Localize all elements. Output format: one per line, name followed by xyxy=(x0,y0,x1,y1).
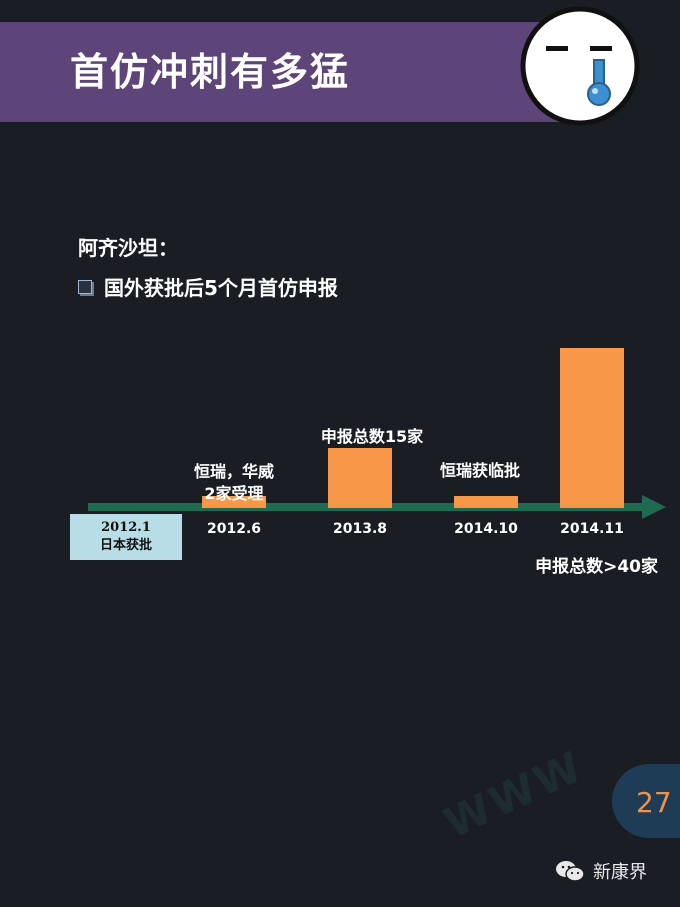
annotation-2013.8: 申报总数15家 xyxy=(321,427,424,446)
start-label: 日本获批 xyxy=(99,538,152,553)
bullet-point: 国外获批后5个月首仿申报 xyxy=(78,272,338,301)
footer-brand: 新康界 xyxy=(555,858,647,884)
annotation-2012.6: 2家受理 xyxy=(204,484,263,503)
annotation-2014.10: 恒瑞获临批 xyxy=(440,461,520,480)
total-note: 申报总数>40家 xyxy=(535,557,658,577)
bullet-text: 国外获批后5个月首仿申报 xyxy=(104,276,338,300)
page-title: 首仿冲刺有多猛 xyxy=(70,50,351,94)
footer-account: 新康界 xyxy=(593,862,647,883)
bar-2014.10 xyxy=(454,496,518,508)
tick-label-2014.11: 2014.11 xyxy=(560,521,624,537)
crying-face-icon xyxy=(520,6,640,126)
annotation-2012.6: 恒瑞，华威 xyxy=(194,462,274,481)
page-number: 27 xyxy=(636,786,672,819)
wechat-icon xyxy=(556,861,585,882)
tick-label-2013.8: 2013.8 xyxy=(333,521,387,537)
page-badge xyxy=(612,764,680,838)
drug-name-heading: 阿齐沙坦： xyxy=(78,236,178,260)
tick-label-2014.10: 2014.10 xyxy=(454,521,518,537)
bar-2014.11 xyxy=(560,348,624,508)
start-date: 2012.1 xyxy=(101,520,151,535)
tick-label-2012.6: 2012.6 xyxy=(207,521,261,537)
start-marker: 2012.1 日本获批 xyxy=(70,514,182,560)
timeline-arrowhead xyxy=(642,495,666,519)
bar-2012.6 xyxy=(202,496,266,508)
bar-2013.8 xyxy=(328,448,392,508)
square-bullet-icon xyxy=(78,279,92,294)
title-banner xyxy=(0,22,600,122)
